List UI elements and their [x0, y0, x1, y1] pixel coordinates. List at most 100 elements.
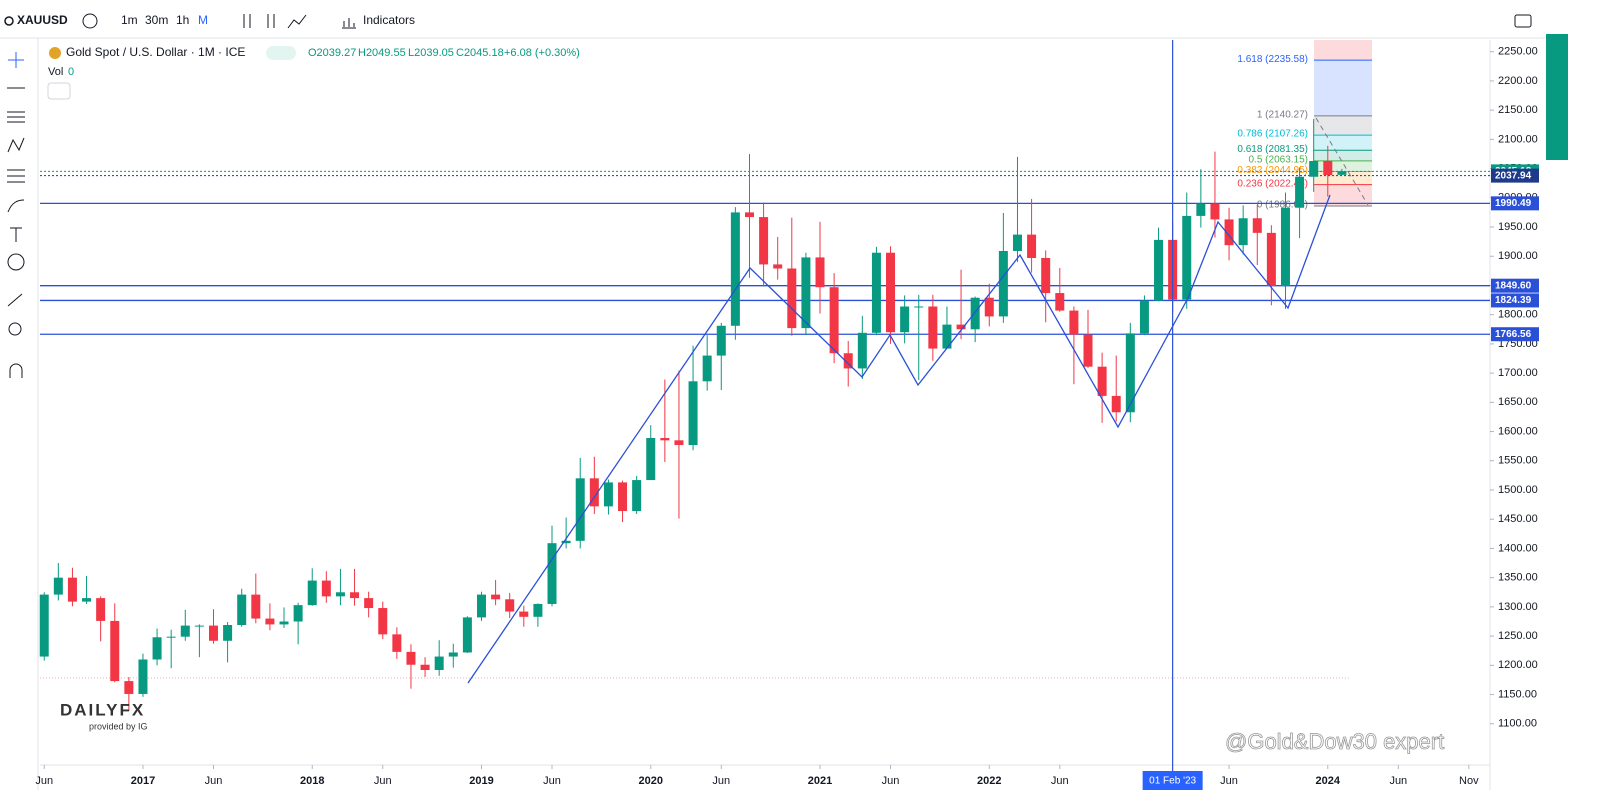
indicators-button[interactable]: Indicators — [363, 13, 415, 27]
candle-body — [702, 355, 712, 382]
x-tick-label: 2020 — [639, 775, 663, 787]
candle-body — [1041, 257, 1051, 294]
crosshair-label: 01 Feb '23 — [1149, 776, 1196, 787]
candle-body — [646, 437, 656, 481]
add-symbol[interactable] — [82, 13, 98, 29]
candle-body — [152, 637, 162, 660]
candle-body — [744, 212, 754, 218]
x-tick-label: Jun — [543, 775, 561, 787]
screenshot-icon[interactable] — [1514, 14, 1532, 28]
candle-body — [1154, 239, 1164, 301]
candle-body — [223, 625, 233, 641]
y-tick-label: 1500.00 — [1498, 484, 1538, 496]
search-icon[interactable] — [4, 16, 14, 26]
x-tick-label: 2021 — [808, 775, 832, 787]
y-tick-label: 1700.00 — [1498, 367, 1538, 379]
pattern-tool[interactable] — [7, 137, 25, 153]
candle-body — [1027, 234, 1037, 258]
price-label-box — [1491, 196, 1539, 211]
candle-body — [1238, 218, 1248, 246]
magnet-tool[interactable] — [9, 363, 23, 378]
y-tick-label: 2250.00 — [1498, 46, 1538, 58]
fib-extension-zone — [1314, 40, 1372, 61]
legend-close: C2045.18 — [456, 47, 504, 59]
emoji-tool[interactable] — [7, 253, 25, 271]
candle-body — [491, 594, 501, 600]
brush-tool[interactable] — [7, 199, 25, 213]
x-tick-label: Jun — [882, 775, 900, 787]
price-label-box — [1491, 168, 1539, 183]
candle-body — [1266, 232, 1276, 287]
vol-label: Vol — [48, 66, 63, 78]
top-toolbar: XAUUSD 1m 30m 1h M Indicators — [0, 13, 1545, 39]
candle-body — [307, 580, 317, 606]
candle-body — [293, 605, 303, 622]
candle-body — [956, 324, 966, 330]
interval[interactable]: 30m — [145, 13, 168, 27]
candle-body — [1182, 215, 1192, 300]
candle-body — [321, 580, 331, 597]
prediction-tool[interactable] — [7, 169, 25, 183]
candle-body — [871, 252, 881, 333]
x-tick-label: 2019 — [469, 775, 493, 787]
candle-body — [434, 656, 444, 670]
legend-open: O2039.27 — [308, 47, 356, 59]
interval-active[interactable]: M — [198, 13, 208, 27]
candle-body — [730, 212, 740, 326]
price-label: 2037.94 — [1495, 170, 1532, 181]
y-tick-label: 1300.00 — [1498, 601, 1538, 613]
fib-band — [1314, 60, 1372, 116]
symbol[interactable]: XAUUSD — [17, 13, 68, 27]
candle-body — [886, 252, 896, 333]
candle-body — [82, 598, 92, 602]
candle-body — [392, 634, 402, 652]
side-panel-tab[interactable] — [1546, 34, 1568, 160]
crosshair-tool[interactable] — [8, 52, 24, 68]
candle-body — [265, 618, 275, 625]
legend-high: H2049.55 — [358, 47, 406, 59]
zigzag-drawing — [467, 194, 1331, 684]
legend: Gold Spot / U.S. Dollar · 1M · ICE O2039… — [47, 45, 580, 100]
x-tick-label: 2022 — [977, 775, 1001, 787]
candle-body — [1252, 218, 1262, 233]
candle-body — [237, 594, 247, 625]
candle-body — [589, 478, 599, 507]
candle-body — [420, 664, 430, 670]
legend-title: Gold Spot / U.S. Dollar · 1M · ICE — [66, 45, 245, 59]
candle-body — [1309, 160, 1319, 177]
chart-style-icons[interactable] — [243, 14, 307, 29]
measure-tool[interactable] — [7, 293, 23, 307]
candle-body — [942, 324, 952, 349]
y-tick-label: 1550.00 — [1498, 455, 1538, 467]
text-tool[interactable] — [10, 227, 22, 242]
candle-body — [843, 353, 853, 369]
y-tick-label: 1200.00 — [1498, 659, 1538, 671]
x-tick-label: Jun — [712, 775, 730, 787]
candle-body — [759, 217, 769, 265]
interval[interactable]: 1h — [176, 13, 189, 27]
fib-label: 1 (2140.27) — [1257, 109, 1308, 120]
zoom-tool[interactable] — [8, 322, 22, 336]
candle-body — [716, 325, 726, 356]
candle-body — [928, 306, 938, 349]
candle-body — [1083, 334, 1093, 367]
candle-body — [815, 257, 825, 288]
interval[interactable]: 1m — [121, 13, 138, 27]
y-tick-label: 1600.00 — [1498, 425, 1538, 437]
x-tick-label: 2018 — [300, 775, 324, 787]
x-tick-label: Jun — [35, 775, 53, 787]
fib-tool[interactable] — [7, 111, 25, 123]
collapse-button[interactable] — [47, 82, 71, 100]
indicators-icon[interactable] — [342, 18, 356, 29]
candle-body — [998, 250, 1008, 317]
fib-band — [1314, 115, 1372, 136]
candle-body — [632, 480, 642, 512]
candle-body — [462, 617, 472, 653]
candle-body — [857, 332, 867, 369]
y-tick-label: 1950.00 — [1498, 221, 1538, 233]
candle-body — [166, 636, 176, 638]
watermark-author: @Gold&Dow30 expert — [1225, 729, 1444, 754]
candle-body — [1280, 207, 1290, 287]
